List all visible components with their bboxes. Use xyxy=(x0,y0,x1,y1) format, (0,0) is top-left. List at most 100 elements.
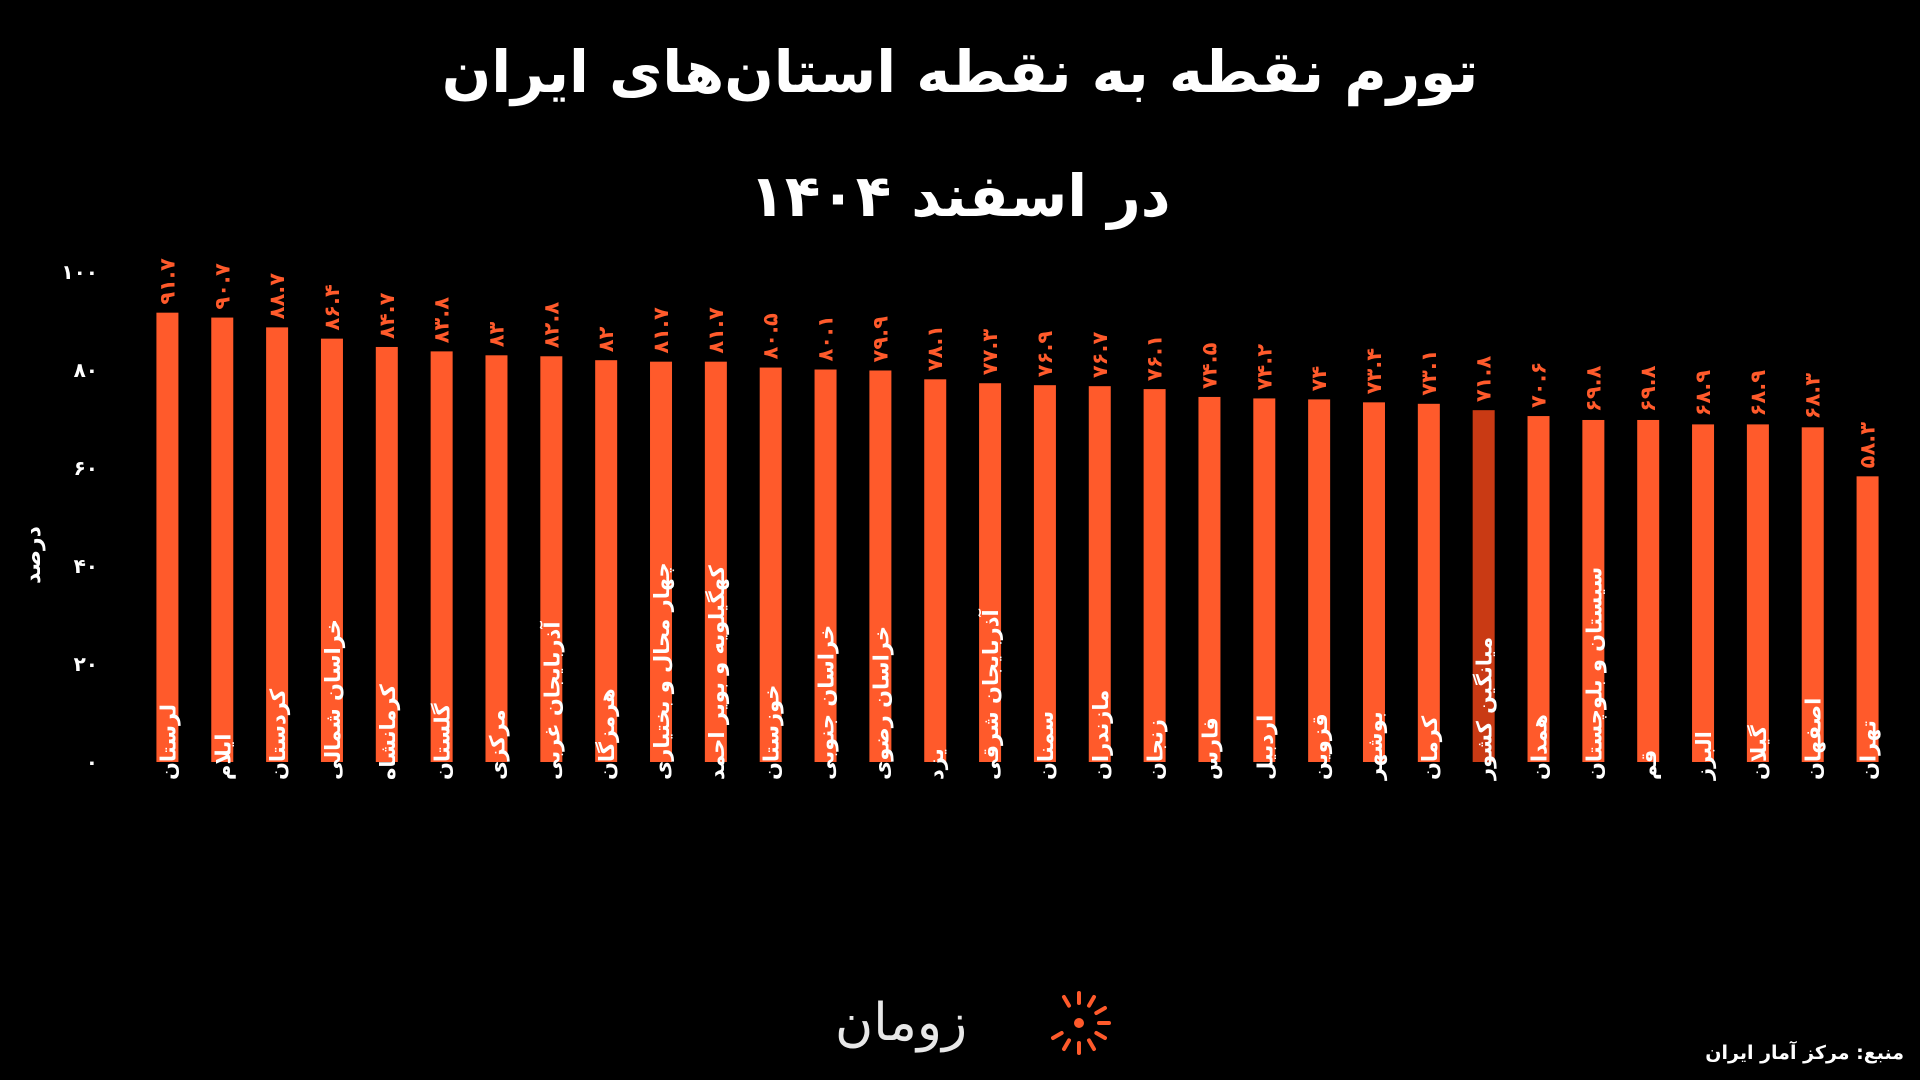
category-label: همدان xyxy=(1528,714,1552,780)
value-label: ۸۳.۸ xyxy=(430,297,454,344)
bar xyxy=(1033,385,1056,762)
value-label: ۶۹.۸ xyxy=(1636,365,1660,412)
value-label: ۸۰.۱ xyxy=(814,315,838,361)
bar xyxy=(375,346,398,762)
value-label: ۷۹.۹ xyxy=(868,316,892,363)
category-label: سیستان و بلوچستان xyxy=(1582,567,1606,780)
bar xyxy=(924,379,947,762)
value-label: ۹۰.۷ xyxy=(210,263,234,310)
category-label: کردستان xyxy=(266,688,290,780)
value-label: ۷۴.۲ xyxy=(1252,344,1276,391)
y-tick-label: ۶۰ xyxy=(74,456,98,480)
value-label: ۷۱.۸ xyxy=(1472,356,1496,403)
category-label: اصفهان xyxy=(1802,698,1826,780)
bar xyxy=(869,370,892,762)
value-label: ۸۰.۵ xyxy=(759,313,783,360)
category-label: کهگیلویه و بویر احمد xyxy=(704,564,729,780)
bar xyxy=(595,360,618,762)
category-label: آذربایجان غربی xyxy=(539,621,564,780)
category-label: خوزستان xyxy=(760,685,784,780)
bar xyxy=(1527,416,1550,762)
value-label: ۵۸.۳ xyxy=(1856,422,1880,469)
value-label: ۷۶.۹ xyxy=(1033,331,1057,378)
category-label: کرمان xyxy=(1418,715,1442,780)
bar xyxy=(814,369,837,762)
value-label: ۶۸.۹ xyxy=(1746,370,1770,417)
category-label: هرمزگان xyxy=(594,688,619,780)
category-label: لرستان xyxy=(156,704,180,780)
value-label: ۷۶.۱ xyxy=(1143,335,1167,381)
value-label: ۸۸.۷ xyxy=(265,273,289,320)
category-label: خراسان رضوی xyxy=(869,626,893,780)
bar xyxy=(1582,419,1605,762)
value-label: ۷۴ xyxy=(1307,366,1331,392)
bar xyxy=(1143,389,1166,762)
bar xyxy=(430,351,453,762)
value-label: ۹۱.۷ xyxy=(155,258,179,305)
category-label: گلستان xyxy=(430,703,455,780)
bar xyxy=(1637,419,1660,762)
y-tick-label: ۸۰ xyxy=(74,358,98,382)
bar xyxy=(485,355,508,762)
y-tick-label: ۴۰ xyxy=(74,554,98,578)
category-label: البرز xyxy=(1692,731,1716,781)
value-label: ۶۸.۹ xyxy=(1691,370,1715,417)
category-label: آذربایجان شرقی xyxy=(978,609,1003,780)
category-label: مرکزی xyxy=(485,709,509,780)
category-label: زنجان xyxy=(1144,719,1168,780)
value-label: ۸۲ xyxy=(594,326,618,352)
bar xyxy=(979,383,1002,762)
value-label: ۷۴.۵ xyxy=(1197,342,1221,389)
bar xyxy=(1253,398,1276,762)
value-label: ۷۰.۶ xyxy=(1527,362,1551,408)
value-label: ۸۱.۷ xyxy=(704,307,728,354)
zoomit-sun-icon xyxy=(1051,991,1111,1055)
bar xyxy=(1856,476,1879,762)
category-label: اردبیل xyxy=(1253,715,1277,780)
category-label: مازندران xyxy=(1089,690,1113,780)
value-label: ۸۶.۴ xyxy=(320,284,344,331)
value-label: ۷۳.۴ xyxy=(1362,348,1386,395)
brand-logo: زومان xyxy=(835,985,1135,1060)
category-label: چهار محال و بختیاری xyxy=(650,562,674,780)
value-label: ۶۹.۸ xyxy=(1581,365,1605,412)
bar xyxy=(211,317,234,762)
bar xyxy=(266,327,289,762)
value-label: ۸۲.۸ xyxy=(539,302,563,349)
bar xyxy=(540,356,563,762)
chart-subtitle: در اسفند ۱۴۰۴ xyxy=(749,162,1171,230)
y-tick-label: ۲۰ xyxy=(74,652,98,676)
bar xyxy=(1417,403,1440,762)
value-label: ۷۸.۱ xyxy=(923,325,947,371)
category-label: خراسان شمالی xyxy=(321,619,345,780)
bar xyxy=(1308,399,1331,762)
category-label: ایلام xyxy=(211,734,235,780)
category-label: قم xyxy=(1637,750,1661,780)
value-label: ۶۸.۳ xyxy=(1801,373,1825,420)
source-note: منبع: مرکز آمار ایران xyxy=(1705,1042,1904,1064)
category-label: بوشهر xyxy=(1363,711,1387,781)
category-label: تهران xyxy=(1857,720,1881,780)
bar xyxy=(704,361,727,762)
bar xyxy=(1472,410,1495,762)
bar xyxy=(1801,427,1824,762)
y-tick-label: ۱۰۰ xyxy=(61,260,98,284)
category-label: خراسان جنوبی xyxy=(815,625,839,780)
bar xyxy=(1088,386,1111,762)
category-label: قزوین xyxy=(1308,713,1332,780)
value-label: ۸۳ xyxy=(484,321,508,347)
bar xyxy=(1692,424,1715,762)
chart-title: تورم نقطه به نقطه استان‌های ایران xyxy=(441,38,1479,106)
category-label: کرمانشاه xyxy=(376,684,400,780)
value-label: ۸۱.۷ xyxy=(649,307,673,354)
category-label: گیلان xyxy=(1746,725,1771,780)
logo-text: زومان xyxy=(835,993,968,1053)
category-label: فارس xyxy=(1198,717,1222,780)
bar xyxy=(650,361,673,762)
value-label: ۸۴.۷ xyxy=(375,292,399,339)
bar xyxy=(1362,402,1385,762)
bar xyxy=(759,367,782,762)
value-label: ۷۳.۱ xyxy=(1417,349,1441,395)
bar xyxy=(320,338,343,762)
